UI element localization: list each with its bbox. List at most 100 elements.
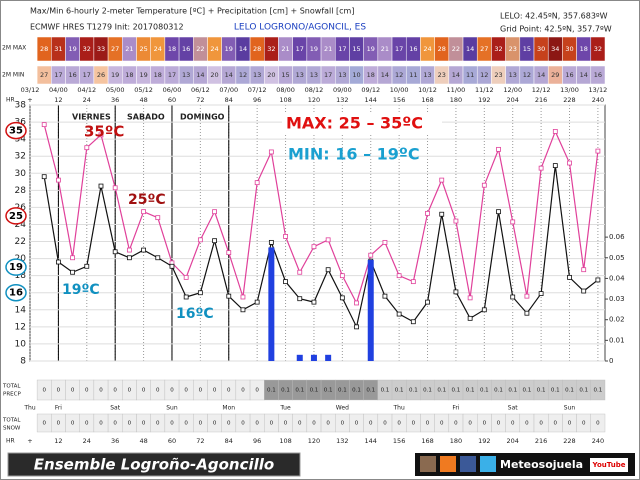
min-cell-value: 11 bbox=[466, 71, 474, 79]
hr-tick: 48 bbox=[139, 437, 147, 445]
min-cell-value: 14 bbox=[452, 71, 460, 79]
row-label: PRECP bbox=[3, 392, 21, 398]
y-tick-label: 26 bbox=[15, 203, 27, 213]
temp-point bbox=[197, 290, 203, 296]
hr-tick: 36 bbox=[111, 437, 119, 445]
grid-point: Grid Point: 42.5ºN, 357.7ºW bbox=[500, 25, 612, 34]
min-cell-value: 11 bbox=[409, 71, 417, 79]
temp-annotation: 16ºC bbox=[176, 306, 214, 322]
min-cell-value: 13 bbox=[296, 71, 304, 79]
row-cell-value: 0 bbox=[199, 388, 203, 394]
hr-tick: 132 bbox=[336, 96, 348, 104]
y-tick-label: 38 bbox=[15, 101, 27, 111]
row-cell-value: 0 bbox=[71, 421, 75, 427]
temp-point bbox=[467, 315, 473, 321]
icon bbox=[480, 456, 496, 472]
temp-point bbox=[425, 299, 430, 305]
min-cell-value: 10 bbox=[352, 71, 360, 79]
min-cell-value: 12 bbox=[395, 71, 403, 79]
hr-tick: 228 bbox=[563, 96, 575, 104]
temp-point bbox=[226, 293, 232, 299]
temp-point bbox=[382, 293, 388, 299]
coords: LELO: 42.45ºN, 357.683ºW bbox=[500, 12, 608, 21]
row-cell-value: 0 bbox=[383, 421, 387, 427]
x-tick-label: 08/12 bbox=[305, 86, 324, 94]
max-range: MAX: 25 – 35ºC bbox=[286, 114, 423, 133]
max-cell-value: 25 bbox=[139, 45, 147, 53]
hr-tick: 12 bbox=[54, 96, 62, 104]
hr-tick: 240 bbox=[592, 437, 604, 445]
hr-tick: 60 bbox=[168, 437, 176, 445]
x-tick-label: 09/12 bbox=[361, 86, 380, 94]
hr-tick: 240 bbox=[592, 96, 604, 104]
hr-tick: 24 bbox=[83, 437, 91, 445]
temp-point bbox=[141, 209, 146, 215]
row-cell-value: 0 bbox=[170, 421, 174, 427]
temp-annotation: 19ºC bbox=[62, 282, 100, 298]
row-cell-value: 0.1 bbox=[352, 388, 361, 394]
max-cell-value: 16 bbox=[182, 45, 190, 53]
hr-tick: 216 bbox=[535, 96, 547, 104]
row-cell-value: 0.1 bbox=[565, 388, 574, 394]
row-cell-value: 0.1 bbox=[437, 388, 446, 394]
temp-point bbox=[510, 219, 516, 225]
min-range: MIN: 16 – 19ºC bbox=[288, 145, 420, 164]
min-cell-value: 18 bbox=[367, 71, 375, 79]
hr-label: HR bbox=[6, 97, 15, 104]
temp-annotation: 25ºC bbox=[128, 192, 166, 208]
row-cell-value: 0.1 bbox=[452, 388, 461, 394]
x-tick-label: 09/00 bbox=[333, 86, 352, 94]
row-cell-value: 0 bbox=[184, 421, 188, 427]
title: Max/Min 6-hourly 2-meter Temperature [ºC… bbox=[30, 7, 354, 16]
temp-point bbox=[496, 146, 501, 152]
weekday: Mon bbox=[222, 405, 235, 412]
row-cell-value: 0.1 bbox=[395, 388, 404, 394]
hr-tick: 180 bbox=[450, 437, 462, 445]
x-tick-label: 12/12 bbox=[532, 86, 551, 94]
max-cell-value: 15 bbox=[523, 45, 531, 53]
row-cell-value: 0 bbox=[241, 388, 245, 394]
temp-point bbox=[70, 269, 75, 275]
temp-point bbox=[481, 182, 487, 188]
min-cell-value: 14 bbox=[580, 71, 588, 79]
max-cell-value: 22 bbox=[196, 45, 204, 53]
x-tick-label: 06/12 bbox=[191, 86, 210, 94]
max-cell-value: 27 bbox=[480, 45, 488, 53]
temp-point bbox=[98, 132, 104, 138]
temp-point bbox=[311, 244, 317, 250]
x-tick-label: 10/00 bbox=[390, 86, 409, 94]
row-cell-value: 0 bbox=[99, 421, 103, 427]
y-tick-label: 32 bbox=[15, 152, 26, 162]
temp-point bbox=[524, 293, 530, 299]
temp-point bbox=[339, 273, 345, 279]
min-cell-value: 17 bbox=[324, 71, 332, 79]
hr-tick: 24 bbox=[83, 96, 91, 104]
max-cell-value: 30 bbox=[537, 45, 545, 53]
hr-tick: 180 bbox=[450, 96, 462, 104]
row-cell-value: 0 bbox=[156, 421, 160, 427]
temp-point bbox=[382, 239, 388, 245]
min-cell-value: 18 bbox=[125, 71, 133, 79]
min-cell-value: 14 bbox=[225, 71, 233, 79]
hr-tick: 84 bbox=[225, 96, 233, 104]
row-label: 2M MIN bbox=[2, 72, 24, 79]
x-tick-label: 07/12 bbox=[248, 86, 267, 94]
temp-point bbox=[453, 289, 459, 295]
temp-point bbox=[439, 211, 445, 217]
y-tick-label: 36 bbox=[15, 118, 27, 128]
min-cell-value: 13 bbox=[423, 71, 431, 79]
min-cell-value: 18 bbox=[154, 71, 162, 79]
max-cell-value: 32 bbox=[494, 45, 502, 53]
min-cell-value: 23 bbox=[438, 71, 446, 79]
min-cell-value: 27 bbox=[40, 71, 48, 79]
youtube-box bbox=[590, 458, 628, 472]
circled-tick-label: 16 bbox=[9, 288, 23, 299]
row-cell-value: 0 bbox=[568, 421, 572, 427]
min-cell-value: 12 bbox=[480, 71, 488, 79]
row-cell-value: 0 bbox=[255, 421, 259, 427]
row-cell-value: 0.1 bbox=[267, 388, 276, 394]
weekday: Sun bbox=[166, 405, 178, 412]
min-cell-value: 12 bbox=[239, 71, 247, 79]
weekday: Tue bbox=[279, 405, 291, 412]
row-cell-value: 0 bbox=[326, 421, 330, 427]
